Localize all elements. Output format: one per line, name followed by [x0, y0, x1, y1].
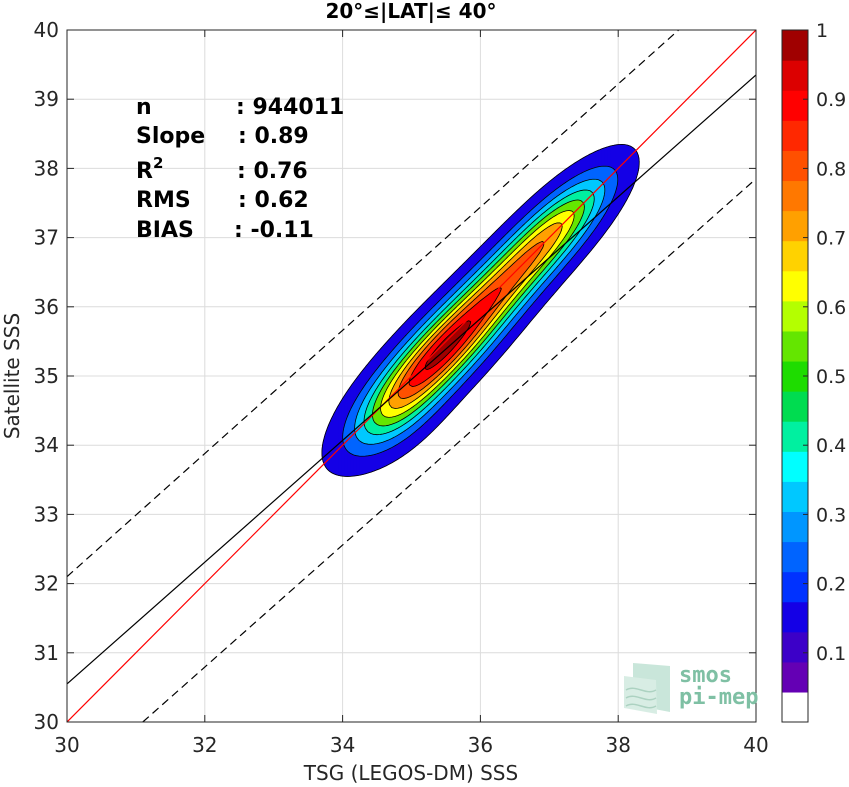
y-tick-label: 39 [34, 87, 59, 111]
colorbar-tick-label: 1 [816, 20, 828, 42]
contour-line-4 [372, 199, 585, 427]
reference-lines [67, 30, 756, 722]
logo-waves-icon [624, 663, 670, 714]
y-tick-label: 38 [34, 156, 59, 180]
stat-value-rms: : 0.62 [238, 188, 309, 213]
stat-value-bias: : -0.11 [234, 218, 314, 243]
colorbar-segment [782, 210, 808, 242]
line-one-to-one [67, 30, 756, 722]
line-upper-bound [67, 30, 680, 578]
x-tick-label: 32 [192, 733, 217, 757]
contour-line-8 [408, 287, 502, 388]
colorbar-segment [782, 270, 808, 302]
line-lower-bound [142, 178, 756, 722]
colorbar-tick-label: 0.2 [816, 574, 846, 596]
colorbar-segment [782, 691, 808, 723]
y-tick-label: 30 [34, 710, 59, 734]
contour-line-7 [397, 241, 545, 399]
y-tick-label: 31 [34, 641, 59, 665]
contour-line-2 [354, 178, 606, 445]
colorbar-segment [782, 60, 808, 91]
colorbar-segment [782, 571, 808, 603]
colorbar-segment [782, 601, 808, 633]
contour-line-5 [380, 210, 575, 418]
colorbar-segment [782, 240, 808, 272]
smos-pimep-logo: smos pi-mep [624, 663, 758, 714]
y-tick-label: 34 [34, 433, 59, 457]
y-tick-label: 33 [34, 502, 59, 526]
x-tick-label: 40 [743, 733, 768, 757]
logo-text-pimep: pi-mep [679, 685, 758, 710]
colorbar-segment [782, 180, 808, 212]
colorbar-tick-label: 0.1 [816, 643, 846, 665]
colorbar-segment [782, 541, 808, 573]
colorbar-tick-label: 0.4 [816, 435, 846, 457]
colorbar: 0.1 0.2 0.3 0.4 0.5 0.6 0.7 0.8 0.9 1 [781, 20, 846, 723]
axis-ticks: 30 32 34 36 38 40 30 31 32 33 34 35 36 37 38 39 40 [34, 18, 769, 757]
contour-line-0 [321, 144, 640, 477]
colorbar-segment [782, 631, 808, 663]
contour-line-6 [388, 222, 563, 409]
colorbar-segment [782, 391, 808, 422]
colorbar-segment [782, 511, 808, 543]
stat-superscript: 2 [153, 154, 163, 172]
colorbar-tick-label: 0.7 [816, 228, 846, 250]
y-tick-label: 36 [34, 295, 59, 319]
colorbar-tick-label: 0.9 [816, 89, 846, 111]
colorbar-segment [782, 451, 808, 482]
contour-line-9 [424, 320, 472, 370]
stat-label-slope: Slope [136, 124, 205, 149]
x-tick-label: 30 [54, 733, 79, 757]
y-tick-label: 40 [34, 18, 59, 42]
contour-line-3 [363, 189, 595, 436]
stat-value-n: : 944011 [236, 95, 344, 120]
colorbar-segment [782, 30, 808, 61]
colorbar-segment [782, 120, 808, 151]
y-tick-label: 37 [34, 226, 59, 250]
colorbar-tick-label: 0.6 [816, 297, 846, 319]
colorbar-tick-label: 0.5 [816, 366, 846, 388]
line-regression [67, 74, 756, 685]
x-tick-label: 34 [330, 733, 355, 757]
stat-label-bias: BIAS [136, 218, 194, 243]
x-axis-label: TSG (LEGOS-DM) SSS [303, 761, 518, 785]
colorbar-tick-label: 0.8 [816, 158, 846, 180]
colorbar-segment [782, 300, 808, 332]
x-tick-label: 38 [605, 733, 630, 757]
stat-value-r: : 0.76 [237, 159, 308, 184]
y-axis-label: Satellite SSS [0, 313, 24, 439]
chart-title: 20°≤|LAT|≤ 40° [325, 0, 496, 23]
x-tick-label: 36 [468, 733, 493, 757]
colorbar-segment [782, 421, 808, 452]
y-tick-label: 35 [34, 364, 59, 388]
colorbar-segment [782, 150, 808, 182]
contour-line-1 [342, 165, 619, 457]
colorbar-segment [782, 90, 808, 121]
colorbar-segment [782, 330, 808, 362]
stat-label-n: n [136, 95, 152, 120]
colorbar-tick-label: 0.3 [816, 504, 846, 526]
logo-text-smos: smos [679, 663, 732, 688]
stat-label-rms: RMS [136, 188, 191, 213]
colorbar-segment [782, 481, 808, 512]
colorbar-segment [782, 661, 808, 693]
stat-value-slope: : 0.89 [238, 124, 309, 149]
y-tick-label: 32 [34, 572, 59, 596]
